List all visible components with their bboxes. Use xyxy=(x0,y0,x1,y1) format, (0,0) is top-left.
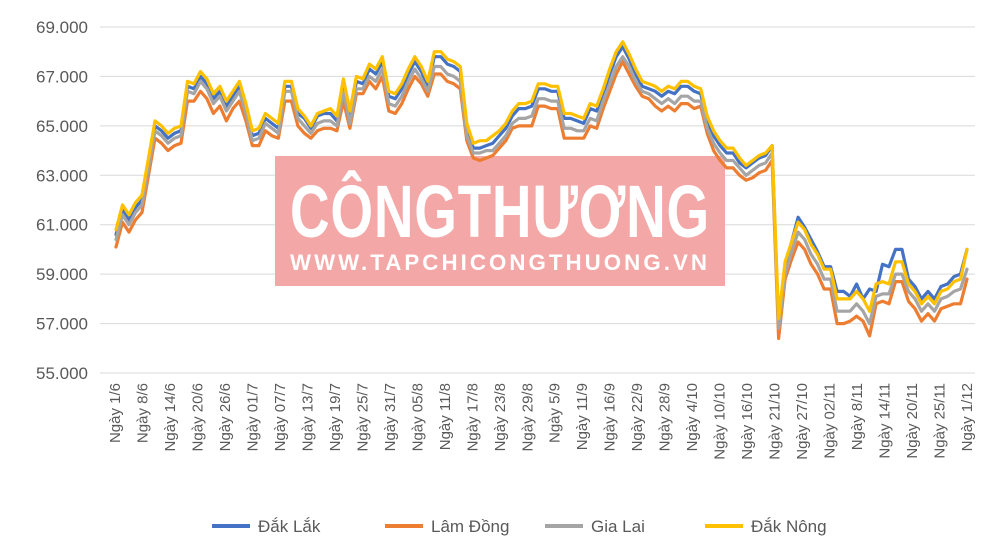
series-layer xyxy=(114,40,969,340)
x-tick-label: Ngày 02/11 xyxy=(822,383,839,459)
y-tick-label: 63.000 xyxy=(36,166,88,185)
x-tick-label: Ngày 8/11 xyxy=(849,383,866,450)
x-tick-label: Ngày 14/6 xyxy=(162,383,179,451)
x-tick-label: Ngày 28/9 xyxy=(657,383,674,451)
x-tick-label: Ngày 07/7 xyxy=(272,383,289,451)
x-tick-label: Ngày 22/9 xyxy=(629,383,646,451)
legend-item: Gia Lai xyxy=(545,517,645,536)
x-tick-label: Ngày 17/8 xyxy=(464,383,481,451)
watermark-url: WWW.TAPCHICONGTHUONG.VN xyxy=(290,250,710,275)
legend-item: Đắk Nông xyxy=(705,517,827,536)
x-tick-label: Ngày 14/11 xyxy=(877,383,894,459)
x-tick-label: Ngày 16/10 xyxy=(739,383,756,460)
legend-item: Lâm Đồng xyxy=(385,517,509,536)
x-tick-label: Ngày 19/7 xyxy=(327,383,344,451)
x-tick-label: Ngày 26/6 xyxy=(217,383,234,451)
series-line-3 xyxy=(114,55,969,331)
y-tick-label: 59.000 xyxy=(36,265,88,284)
watermark-title: CÔNGTHƯƠNG xyxy=(290,170,710,253)
x-tick-label: Ngày 27/10 xyxy=(794,383,811,460)
x-tick-label: Ngày 31/7 xyxy=(382,383,399,451)
y-tick-label: 55.000 xyxy=(36,364,88,383)
x-tick-label: Ngày 13/7 xyxy=(299,383,316,451)
x-tick-label: Ngày 11/9 xyxy=(574,383,591,450)
legend-label: Đắk Lắk xyxy=(258,517,321,536)
series-line-4 xyxy=(114,40,969,321)
legend: Đắk Lắk Lâm Đồng Gia Lai Đắk Nông xyxy=(212,517,827,536)
x-tick-label: Ngày 23/8 xyxy=(492,383,509,451)
y-tick-label: 69.000 xyxy=(36,18,88,37)
y-tick-label: 57.000 xyxy=(36,315,88,334)
y-axis-ticks: 55.000 57.000 59.000 61.000 63.000 65.000 67.0… xyxy=(36,18,88,383)
x-tick-label: Ngày 1/6 xyxy=(107,383,124,443)
x-tick-label: Ngày 4/10 xyxy=(684,383,701,451)
x-tick-label: Ngày 20/6 xyxy=(190,383,207,451)
series-line-1 xyxy=(114,45,969,331)
x-tick-label: Ngày 1/12 xyxy=(959,383,976,451)
watermark-background xyxy=(275,156,725,286)
y-tick-label: 67.000 xyxy=(36,67,88,86)
x-tick-label: Ngày 25/7 xyxy=(354,383,371,451)
legend-label: Lâm Đồng xyxy=(431,517,509,536)
legend-label: Đắk Nông xyxy=(751,517,827,536)
x-tick-label: Ngày 8/6 xyxy=(135,383,152,443)
x-tick-label: Ngày 11/8 xyxy=(437,383,454,450)
x-axis-ticks: Ngày 1/6 Ngày 8/6 Ngày 14/6 Ngày 20/6 Ngày 2… xyxy=(107,383,976,460)
x-tick-label: Ngày 25/11 xyxy=(932,383,949,459)
x-tick-label: Ngày 5/9 xyxy=(547,383,564,443)
y-tick-label: 65.000 xyxy=(36,117,88,136)
x-tick-label: Ngày 16/9 xyxy=(602,383,619,451)
y-tick-label: 61.000 xyxy=(36,216,88,235)
x-tick-label: Ngày 29/8 xyxy=(519,383,536,451)
x-tick-label: Ngày 21/10 xyxy=(767,383,784,460)
legend-item: Đắk Lắk xyxy=(212,517,321,536)
x-tick-label: Ngày 20/11 xyxy=(904,383,921,459)
series-line-2 xyxy=(114,59,969,340)
watermark: CÔNGTHƯƠNG WWW.TAPCHICONGTHUONG.VN xyxy=(275,156,725,286)
x-tick-label: Ngày 01/7 xyxy=(244,383,261,451)
legend-label: Gia Lai xyxy=(591,517,645,536)
x-tick-label: Ngày 05/8 xyxy=(409,383,426,451)
x-tick-label: Ngày 10/10 xyxy=(712,383,729,460)
